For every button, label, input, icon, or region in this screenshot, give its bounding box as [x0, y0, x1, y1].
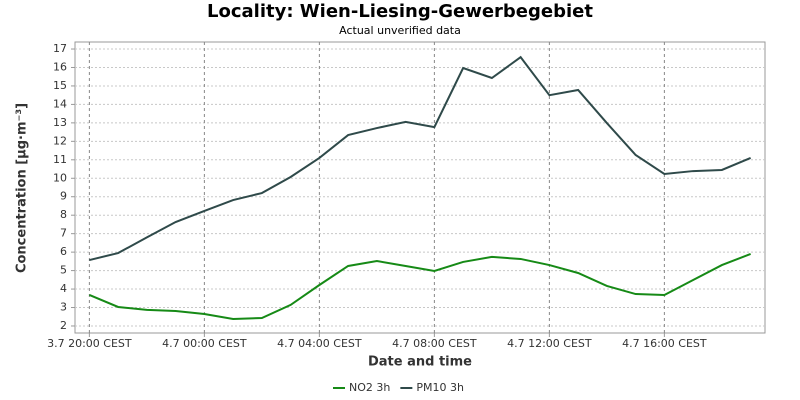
y-tick-label: 15: [53, 79, 67, 92]
chart-subtitle: Actual unverified data: [339, 24, 461, 37]
y-tick-label: 11: [53, 153, 67, 166]
legend-label: NO2 3h: [349, 381, 390, 394]
y-tick-label: 16: [53, 60, 67, 73]
legend-label: PM10 3h: [416, 381, 464, 394]
x-tick-label: 4.7 08:00 CEST: [392, 337, 477, 350]
x-tick-label: 4.7 12:00 CEST: [507, 337, 592, 350]
y-tick-label: 7: [60, 227, 67, 240]
x-tick-label: 4.7 00:00 CEST: [162, 337, 247, 350]
chart-title: Locality: Wien-Liesing-Gewerbegebiet: [207, 1, 593, 22]
y-tick-label: 4: [60, 282, 67, 295]
series-line: [88, 253, 751, 320]
y-tick-label: 13: [53, 116, 67, 129]
plot-area: [74, 41, 766, 334]
x-axis-label: Date and time: [368, 355, 472, 370]
x-tick-label: 3.7 20:00 CEST: [47, 337, 132, 350]
y-tick-label: 10: [53, 171, 67, 184]
y-tick-label: 9: [60, 190, 67, 203]
x-tick-label: 4.7 04:00 CEST: [277, 337, 362, 350]
y-tick-label: 2: [60, 319, 67, 332]
y-tick-label: 5: [60, 264, 67, 277]
y-tick-label: 14: [53, 97, 67, 110]
y-tick-label: 3: [60, 301, 67, 314]
y-tick-label: 8: [60, 208, 67, 221]
y-axis-label: Concentration [µg·m⁻³]: [15, 103, 30, 273]
y-tick-label: 12: [53, 134, 67, 147]
y-tick-label: 17: [53, 42, 67, 55]
x-tick-label: 4.7 16:00 CEST: [622, 337, 707, 350]
series-line: [89, 55, 752, 262]
y-tick-label: 6: [60, 245, 67, 258]
